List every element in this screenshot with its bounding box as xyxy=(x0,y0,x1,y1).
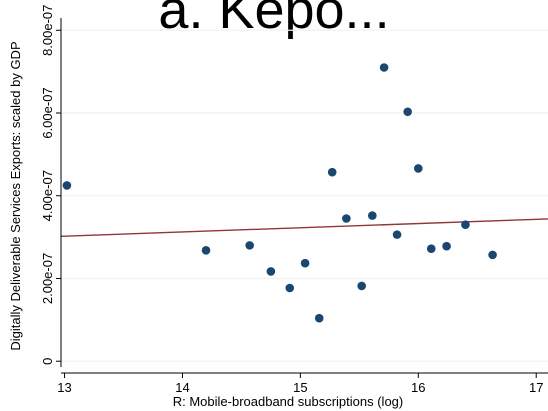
x-tick-label-0: 13 xyxy=(57,380,71,395)
data-point-15 xyxy=(426,244,436,253)
axes: 0 2.00e-07 4.00e-07 6.00e-07 8.00e-07 13 14 15 1… xyxy=(40,5,548,395)
x-tick-label-2: 15 xyxy=(293,380,307,395)
data-point-3 xyxy=(266,267,276,276)
y-axis-label: Digitally Deliverable Services Exports: … xyxy=(8,41,23,350)
data-point-18 xyxy=(488,250,497,260)
data-point-0 xyxy=(62,181,72,190)
data-points xyxy=(62,63,497,323)
y-tick-label-4: 8.00e-07 xyxy=(40,5,55,56)
x-tick-label-3: 16 xyxy=(411,380,425,395)
data-point-10 xyxy=(368,211,377,220)
data-point-17 xyxy=(461,220,470,229)
fit-line xyxy=(60,218,548,237)
fit-line-group xyxy=(60,218,548,237)
y-tick-label-2: 4.00e-07 xyxy=(40,170,55,221)
data-point-1 xyxy=(201,246,211,255)
chart-title: a. Kepo... xyxy=(158,0,389,40)
y-tick-label-1: 2.00e-07 xyxy=(40,253,55,304)
data-point-5 xyxy=(300,258,310,268)
data-point-4 xyxy=(285,283,295,293)
y-tick-label-0: 0 xyxy=(40,358,55,365)
x-axis-label: R: Mobile-broadband subscriptions (log) xyxy=(173,394,404,409)
y-tick-label-3: 6.00e-07 xyxy=(40,87,55,138)
data-point-6 xyxy=(314,313,324,323)
data-point-12 xyxy=(392,230,402,239)
x-tick-label-1: 14 xyxy=(175,380,189,395)
data-point-2 xyxy=(245,241,254,250)
data-point-11 xyxy=(379,63,389,72)
grid-lines xyxy=(61,29,548,362)
data-point-8 xyxy=(342,214,351,223)
data-point-13 xyxy=(403,107,412,117)
data-point-9 xyxy=(357,281,366,291)
data-point-14 xyxy=(413,164,423,173)
data-point-7 xyxy=(327,167,337,177)
data-point-16 xyxy=(442,241,451,251)
x-tick-label-4: 17 xyxy=(529,380,543,395)
